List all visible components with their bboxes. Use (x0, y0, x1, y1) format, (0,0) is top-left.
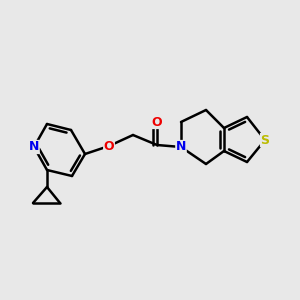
Text: O: O (104, 140, 114, 152)
Text: S: S (260, 134, 269, 146)
Text: N: N (176, 140, 186, 154)
Text: O: O (152, 116, 162, 128)
Text: N: N (29, 140, 39, 154)
